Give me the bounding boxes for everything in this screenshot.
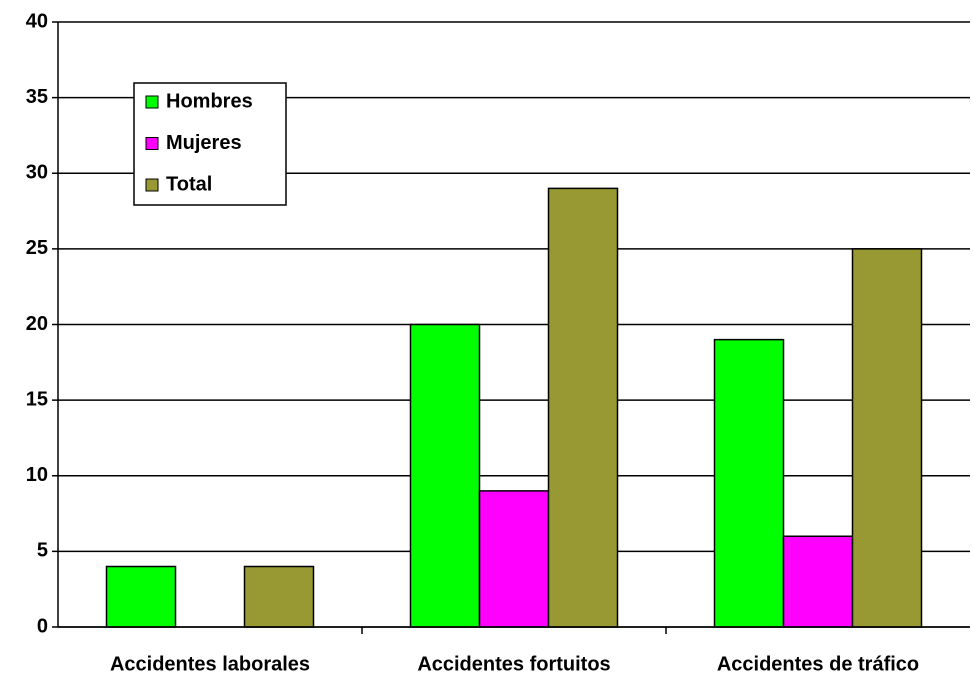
legend-swatch: [145, 178, 159, 192]
bar: [409, 323, 481, 628]
y-tick-label: 40: [26, 10, 48, 32]
y-tick-label: 25: [26, 237, 48, 259]
legend-swatch: [145, 137, 159, 150]
y-tick-label: 20: [26, 313, 48, 335]
y-tick-label: 5: [37, 540, 48, 562]
x-tick-label: Accidentes fortuitos: [417, 653, 610, 675]
y-tick-label: 10: [26, 464, 48, 486]
bar: [243, 565, 315, 628]
legend-label: Hombres: [166, 90, 253, 112]
y-tick-label: 30: [26, 162, 48, 184]
legend-box: [133, 82, 287, 206]
bar: [713, 338, 785, 628]
y-tick-label: 15: [26, 388, 48, 410]
x-tick-label: Accidentes de tráfico: [717, 653, 919, 675]
legend-label: Total: [166, 173, 212, 195]
legend-swatch: [145, 95, 159, 109]
x-tick-label: Accidentes laborales: [110, 653, 310, 675]
y-tick-label: 0: [37, 615, 48, 637]
y-tick-label: 35: [26, 86, 48, 108]
bar: [547, 187, 619, 628]
bar: [782, 535, 854, 628]
bar: [478, 490, 550, 628]
bar: [851, 248, 923, 628]
legend-label: Mujeres: [166, 132, 242, 154]
bar: [105, 565, 177, 628]
